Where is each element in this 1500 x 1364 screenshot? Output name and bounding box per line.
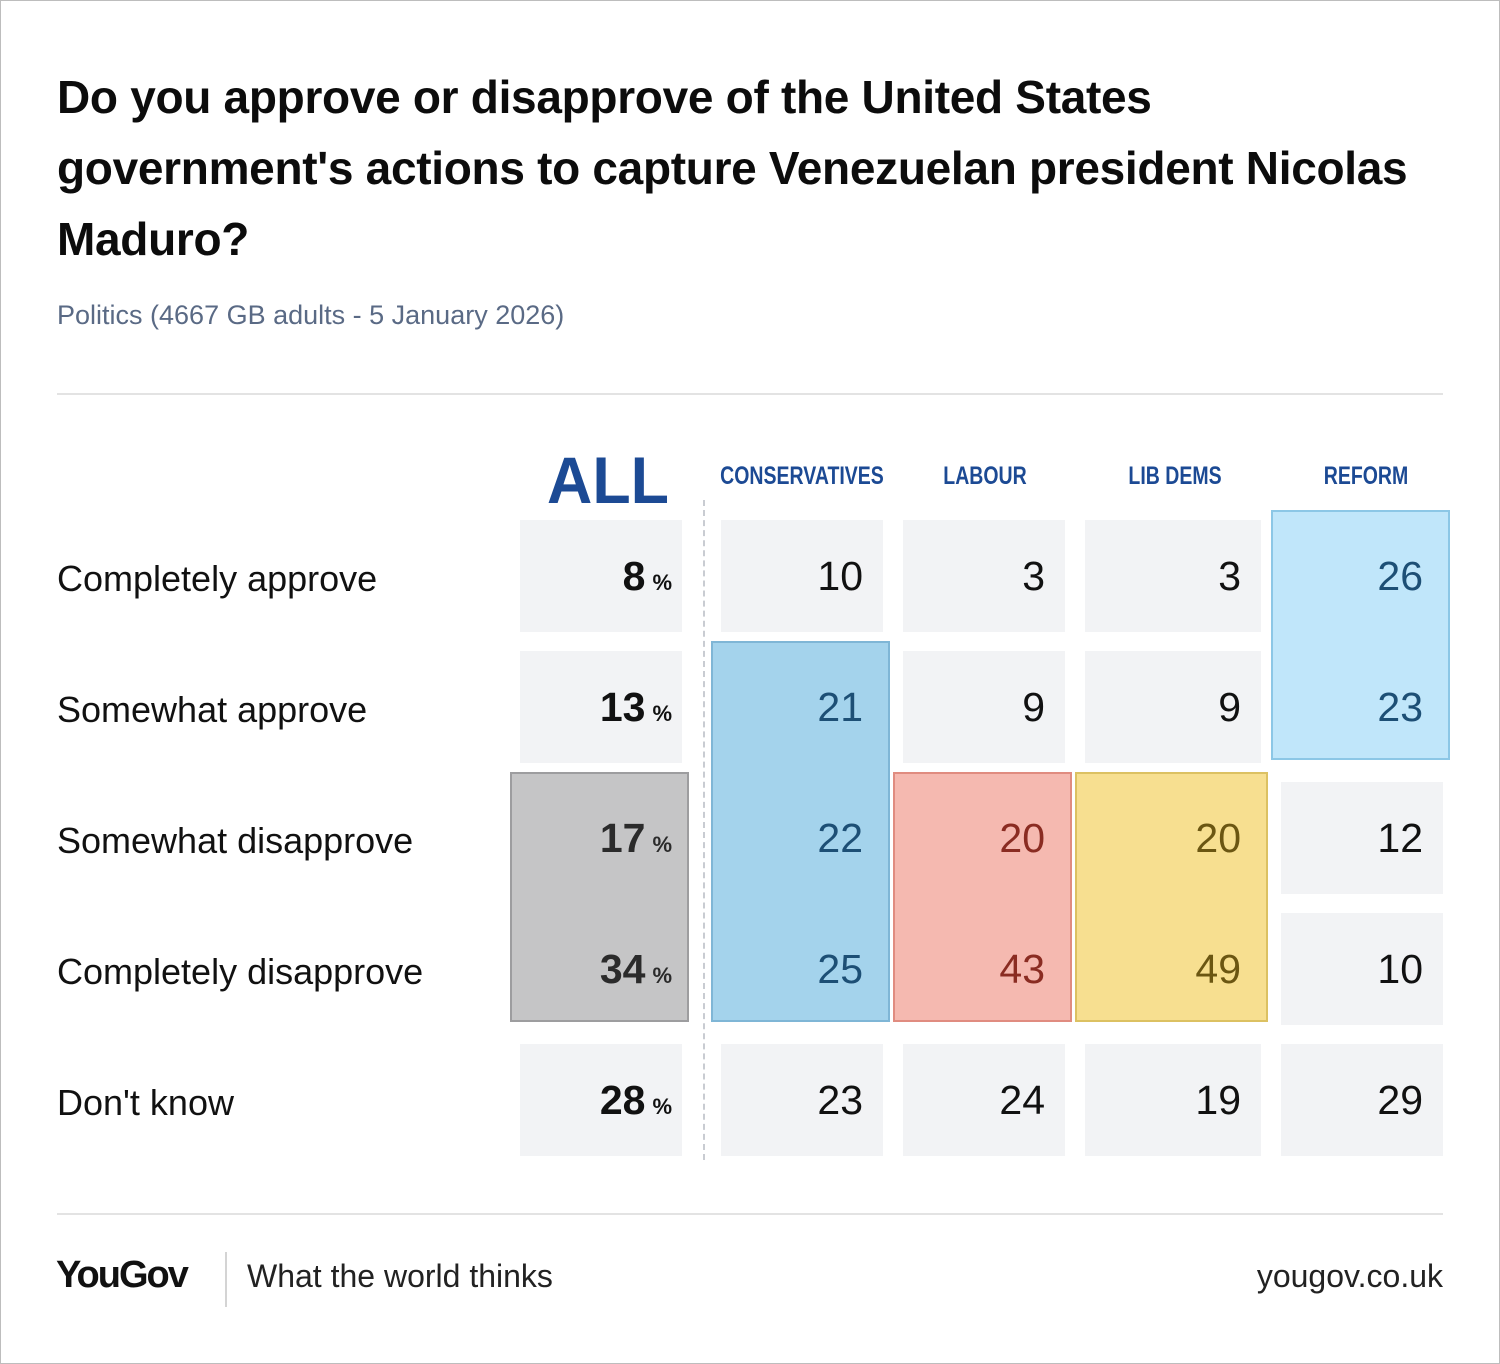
top-divider <box>57 393 1443 395</box>
cell-value: 9 <box>1022 684 1045 730</box>
cell-value: 28 <box>599 1077 646 1123</box>
cell-value: 21 <box>817 684 863 730</box>
row-label-somewhat-approve: Somewhat approve <box>57 689 368 730</box>
percent-sign: % <box>652 701 672 726</box>
cell-value: 13 <box>599 684 646 730</box>
footer-url: yougov.co.uk <box>1256 1258 1443 1294</box>
chart-subtitle: Politics (4667 GB adults - 5 January 202… <box>57 300 565 330</box>
cell-value: 49 <box>1195 946 1241 992</box>
cell-background <box>903 520 1065 632</box>
cell-all-somewhat-disapprove: 17% <box>520 782 682 894</box>
cell-value: 12 <box>1377 815 1423 861</box>
percent-sign: % <box>652 832 672 857</box>
cell-reform-don-t-know: 29 <box>1281 1044 1443 1156</box>
cell-conservatives-completely-disapprove: 25 <box>721 913 883 1025</box>
cell-value: 26 <box>1377 553 1423 599</box>
cell-value: 3 <box>1022 553 1045 599</box>
cell-background <box>1085 520 1261 632</box>
cell-value: 23 <box>817 1077 863 1123</box>
highlight-all <box>510 772 689 1022</box>
cell-background <box>520 520 682 632</box>
cell-labour-somewhat-disapprove: 20 <box>903 782 1065 894</box>
column-header-all: ALL <box>547 443 669 517</box>
cell-reform-completely-approve: 26 <box>1281 520 1443 632</box>
bottom-divider <box>57 1213 1443 1215</box>
highlight-reform <box>1271 510 1450 760</box>
row-label-don-t-know: Don't know <box>57 1082 234 1123</box>
cell-all-don-t-know: 28% <box>520 1044 682 1156</box>
row-label-completely-approve: Completely approve <box>57 558 378 599</box>
cell-value: 23 <box>1377 684 1423 730</box>
cell-value: 8 <box>622 553 646 599</box>
footer-separator <box>225 1252 227 1307</box>
highlight-labour <box>893 772 1072 1022</box>
cell-value: 20 <box>1195 815 1241 861</box>
cell-all-somewhat-approve: 13% <box>520 651 682 763</box>
cell-value: 10 <box>817 553 863 599</box>
cell-value: 9 <box>1218 684 1241 730</box>
cell-reform-somewhat-approve: 23 <box>1281 651 1443 763</box>
cell-background <box>721 520 883 632</box>
cell-background <box>721 1044 883 1156</box>
cell-value: 19 <box>1195 1077 1241 1123</box>
cell-value: 22 <box>817 815 863 861</box>
cell-conservatives-somewhat-approve: 21 <box>721 651 883 763</box>
cell-lib-dems-don-t-know: 19 <box>1085 1044 1261 1156</box>
cell-value: 34 <box>599 946 646 992</box>
cell-background <box>1281 913 1443 1025</box>
chart-title: Do you approve or disapprove of the Unit… <box>57 71 1408 265</box>
cell-reform-completely-disapprove: 10 <box>1281 913 1443 1025</box>
cell-labour-completely-approve: 3 <box>903 520 1065 632</box>
cell-labour-don-t-know: 24 <box>903 1044 1065 1156</box>
column-header-reform: REFORM <box>1323 462 1409 490</box>
cell-lib-dems-somewhat-approve: 9 <box>1085 651 1261 763</box>
cell-background <box>520 651 682 763</box>
highlight-conservatives <box>711 641 890 1022</box>
cell-background <box>1085 651 1261 763</box>
highlight-lib-dems <box>1075 772 1268 1022</box>
all-column-divider <box>703 500 705 1160</box>
cell-value: 3 <box>1218 553 1241 599</box>
row-label-completely-disapprove: Completely disapprove <box>57 951 424 992</box>
cell-lib-dems-completely-approve: 3 <box>1085 520 1261 632</box>
percent-sign: % <box>652 570 672 595</box>
cell-background <box>1281 782 1443 894</box>
cell-labour-completely-disapprove: 43 <box>903 913 1065 1025</box>
cell-value: 43 <box>999 946 1045 992</box>
footer-tagline: What the world thinks <box>247 1258 553 1294</box>
column-header-lib-dems: LIB DEMS <box>1128 462 1222 490</box>
cell-background <box>903 1044 1065 1156</box>
yougov-logo: YouGov <box>56 1254 189 1296</box>
cell-background <box>903 651 1065 763</box>
cell-all-completely-approve: 8% <box>520 520 682 632</box>
row-label-somewhat-disapprove: Somewhat disapprove <box>57 820 414 861</box>
percent-sign: % <box>652 1094 672 1119</box>
cell-value: 24 <box>999 1077 1045 1123</box>
cell-background <box>520 1044 682 1156</box>
column-header-labour: LABOUR <box>943 462 1027 490</box>
cell-conservatives-somewhat-disapprove: 22 <box>721 782 883 894</box>
cell-value: 20 <box>999 815 1045 861</box>
cell-conservatives-completely-approve: 10 <box>721 520 883 632</box>
cell-conservatives-don-t-know: 23 <box>721 1044 883 1156</box>
cell-reform-somewhat-disapprove: 12 <box>1281 782 1443 894</box>
cell-background <box>1281 1044 1443 1156</box>
cell-value: 10 <box>1377 946 1423 992</box>
cell-value: 25 <box>817 946 863 992</box>
cell-lib-dems-completely-disapprove: 49 <box>1085 913 1261 1025</box>
cell-labour-somewhat-approve: 9 <box>903 651 1065 763</box>
column-header-conservatives: CONSERVATIVES <box>720 462 884 490</box>
cell-background <box>1085 1044 1261 1156</box>
cell-lib-dems-somewhat-disapprove: 20 <box>1085 782 1261 894</box>
cell-value: 29 <box>1377 1077 1423 1123</box>
cell-value: 17 <box>599 815 646 861</box>
cell-all-completely-disapprove: 34% <box>520 913 682 1025</box>
percent-sign: % <box>652 963 672 988</box>
